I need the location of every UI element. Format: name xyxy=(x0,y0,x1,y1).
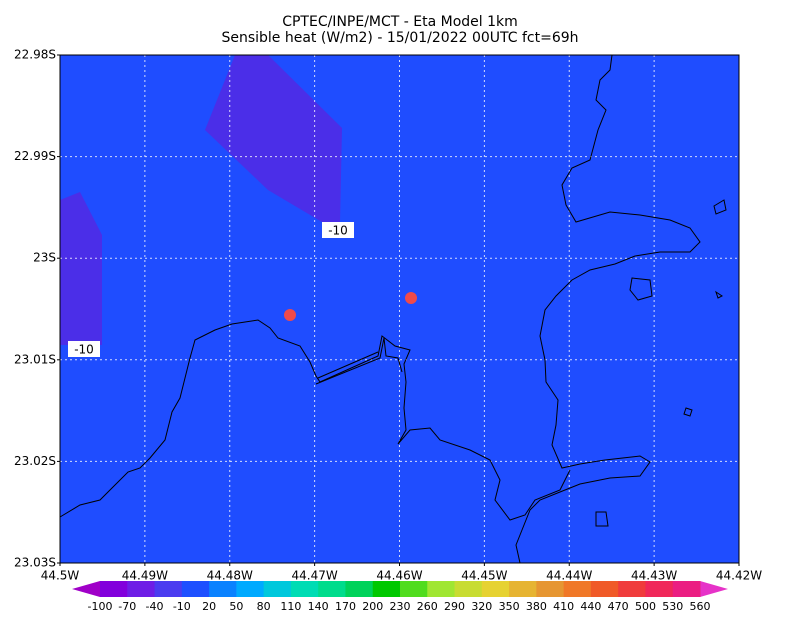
colorbar-label: 260 xyxy=(417,600,438,613)
island xyxy=(595,199,727,527)
colorbar-segment xyxy=(618,581,646,597)
x-tick-label: 44.47W xyxy=(292,569,338,583)
colorbar-segment xyxy=(127,581,156,597)
low-region xyxy=(60,192,102,345)
y-tick-label: 22.98S xyxy=(14,48,56,62)
colorbar-segment xyxy=(672,581,701,597)
station-marker xyxy=(284,309,296,321)
colorbar-segment xyxy=(100,581,128,597)
colorbar-segment xyxy=(181,581,210,597)
colorbar-label: -100 xyxy=(88,600,113,613)
station-marker xyxy=(405,292,417,304)
colorbar-segment xyxy=(400,581,428,597)
colorbar-segment xyxy=(318,581,346,597)
colorbar-label: 320 xyxy=(471,600,492,613)
colorbar-segment xyxy=(454,581,483,597)
x-tick-label: 44.49W xyxy=(122,569,168,583)
x-tick-label: 44.5W xyxy=(41,569,80,583)
colorbar-label: -40 xyxy=(146,600,164,613)
map-field xyxy=(60,55,739,563)
contour-label-box xyxy=(322,222,354,238)
contour-label-box xyxy=(68,341,100,357)
colorbar-segment xyxy=(536,581,565,597)
colorbar-label: 110 xyxy=(280,600,301,613)
colorbar-segment xyxy=(345,581,374,597)
colorbar-label: 410 xyxy=(553,600,574,613)
colorbar-label: 530 xyxy=(662,600,683,613)
colorbar-segment xyxy=(154,581,183,597)
colorbar-label: 50 xyxy=(229,600,243,613)
colorbar-label: 140 xyxy=(308,600,329,613)
y-tick-label: 23.03S xyxy=(14,556,56,570)
colorbar-label: 470 xyxy=(608,600,629,613)
coastline xyxy=(315,337,403,385)
colorbar-label: 500 xyxy=(635,600,656,613)
colorbar-label: 380 xyxy=(526,600,547,613)
colorbar-segment xyxy=(263,581,292,597)
colorbar-over xyxy=(700,581,728,597)
grid xyxy=(60,55,739,563)
colorbar-segment xyxy=(290,581,319,597)
colorbar-under xyxy=(72,581,100,597)
x-tick-label: 44.42W xyxy=(716,569,762,583)
colorbar-segment xyxy=(563,581,592,597)
colorbar-label: 440 xyxy=(580,600,601,613)
colorbar-label: 170 xyxy=(335,600,356,613)
colorbar-label: 230 xyxy=(390,600,411,613)
colorbar-label: 560 xyxy=(690,600,711,613)
colorbar-label: 20 xyxy=(202,600,216,613)
colorbar-segment xyxy=(427,581,456,597)
colorbar-label: 290 xyxy=(444,600,465,613)
y-tick-label: 23.02S xyxy=(14,454,56,468)
y-tick-label: 22.99S xyxy=(14,149,56,163)
low-region xyxy=(205,55,342,222)
colorbar-label: -70 xyxy=(118,600,136,613)
colorbar-segment xyxy=(645,581,674,597)
colorbar-label: -10 xyxy=(173,600,191,613)
colorbar-label: 80 xyxy=(257,600,271,613)
colorbar-segment xyxy=(372,581,401,597)
x-tick-label: 44.48W xyxy=(207,569,253,583)
colorbar-segment xyxy=(590,581,619,597)
y-tick-label: 23.01S xyxy=(14,352,56,366)
colorbar-label: 200 xyxy=(362,600,383,613)
coastline xyxy=(515,54,701,564)
colorbar-segment xyxy=(236,581,265,597)
x-tick-label: 44.44W xyxy=(546,569,592,583)
colorbar-label: 350 xyxy=(499,600,520,613)
contour-label: -10 xyxy=(74,343,94,357)
colorbar-segment xyxy=(509,581,537,597)
x-tick-label: 44.46W xyxy=(376,569,422,583)
title-line: Sensible heat (W/m2) - 15/01/2022 00UTC … xyxy=(221,30,578,46)
y-tick-label: 23S xyxy=(33,251,56,265)
colorbar-segment xyxy=(209,581,237,597)
title-line: CPTEC/INPE/MCT - Eta Model 1km xyxy=(282,14,518,30)
contour-label: -10 xyxy=(328,224,348,238)
x-tick-label: 44.45W xyxy=(461,569,507,583)
x-tick-label: 44.43W xyxy=(631,569,677,583)
colorbar-segment xyxy=(481,581,510,597)
